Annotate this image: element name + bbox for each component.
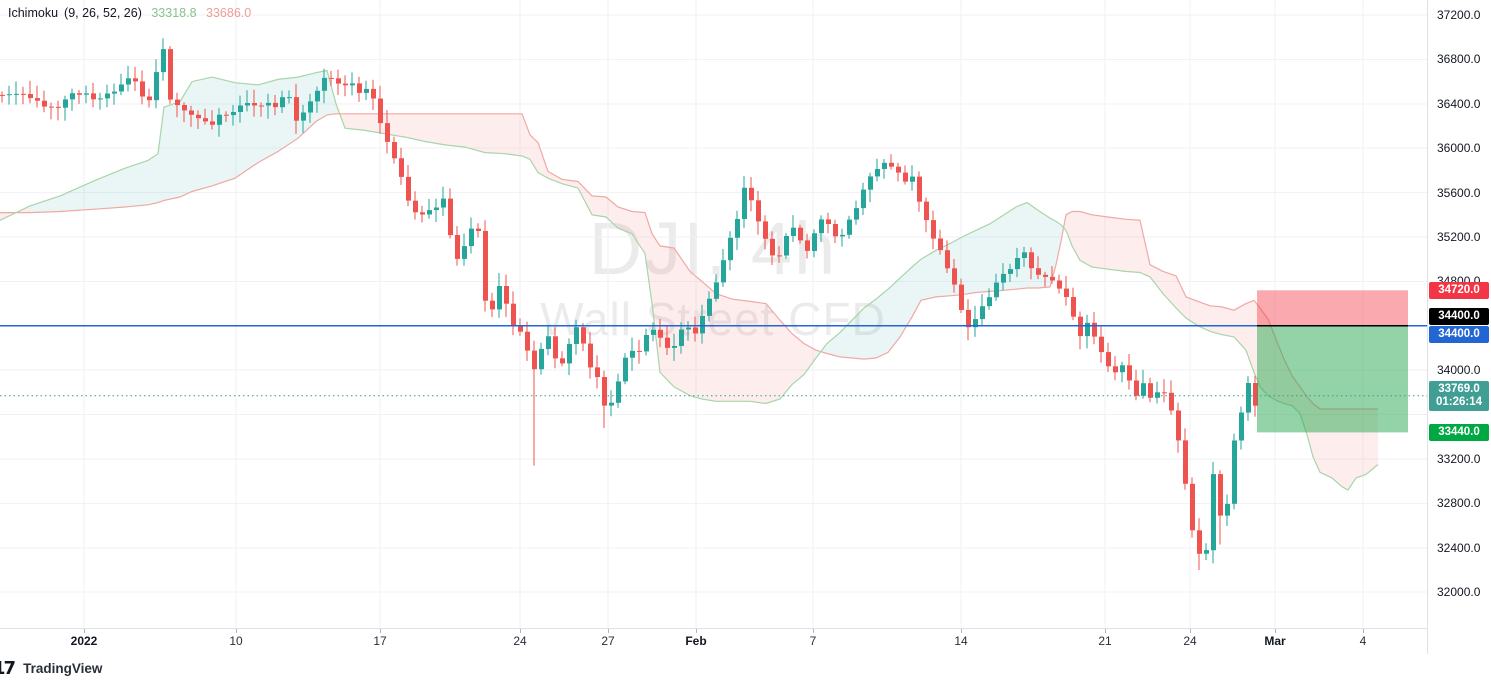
price-label[interactable]: 33769.0 01:26:14 [1429, 380, 1489, 411]
time-axis[interactable]: 2022 10 17 24 27 Feb 7 14 21 24 Mar 4 [0, 628, 1491, 655]
time-tick-mark [1363, 629, 1364, 633]
price-tick-label: 34000.0 [1437, 363, 1481, 378]
time-tick-label: Mar [1264, 634, 1286, 648]
time-tick-label: 2022 [70, 634, 98, 648]
indicator-title: Ichimoku [8, 6, 59, 20]
price-tick-label: 36800.0 [1437, 52, 1481, 67]
time-tick-label: 14 [954, 634, 968, 648]
time-tick-label: Feb [685, 634, 707, 648]
tradingview-logo[interactable]: 17 TradingView [0, 656, 102, 680]
indicator-params: (9, 26, 52, 26) [64, 6, 142, 20]
lead-b-value: 33686.0 [206, 6, 252, 20]
time-tick-mark [236, 629, 237, 633]
time-tick-label: 17 [373, 634, 387, 648]
time-tick-label: 7 [809, 634, 817, 648]
tradingview-logo-text: TradingView [23, 660, 103, 676]
time-tick-mark [84, 629, 85, 633]
time-tick-label: 27 [601, 634, 615, 648]
price-label[interactable]: 34720.0 [1429, 281, 1489, 299]
indicator-legend[interactable]: Ichimoku (9, 26, 52, 26) 33318.8 33686.0 [8, 6, 257, 20]
risk-zone-box [1257, 290, 1408, 326]
price-tick-label: 36000.0 [1437, 141, 1481, 156]
price-tick-label: 32800.0 [1437, 496, 1481, 511]
time-tick-label: 10 [229, 634, 243, 648]
reward-zone-box [1257, 325, 1408, 433]
price-tick-label: 33200.0 [1437, 451, 1481, 466]
time-tick-mark [961, 629, 962, 633]
price-tick-label: 35600.0 [1437, 185, 1481, 200]
price-label[interactable]: 34400.0 [1429, 326, 1489, 344]
price-axis[interactable]: 37200.0 36800.0 36400.0 36000.0 35600.0 35200… [1427, 0, 1491, 654]
time-tick-mark [1190, 629, 1191, 633]
time-tick-mark [696, 629, 697, 633]
chart-pane[interactable]: DJI, 4h Wall Street CFD Ichimoku(9, 26, … [0, 0, 1427, 628]
price-chart-canvas[interactable] [0, 0, 1427, 628]
time-tick-label: 21 [1098, 634, 1112, 648]
time-tick-mark [1105, 629, 1106, 633]
price-tick-label: 35200.0 [1437, 229, 1481, 244]
tradingview-logo-icon: 17 [0, 657, 16, 679]
price-tick-label: 37200.0 [1437, 7, 1481, 22]
time-tick-label: 4 [1359, 634, 1367, 648]
countdown-timer: 01:26:14 [1435, 395, 1483, 408]
price-tick-label: 32400.0 [1437, 540, 1481, 555]
price-tick-label: 36400.0 [1437, 96, 1481, 111]
price-tick-label: 32000.0 [1437, 585, 1481, 600]
time-tick-label: 24 [513, 634, 527, 648]
time-tick-mark [608, 629, 609, 633]
time-tick-mark [813, 629, 814, 633]
time-tick-mark [380, 629, 381, 633]
price-label[interactable]: 34400.0 [1429, 308, 1489, 326]
time-tick-label: 24 [1183, 634, 1197, 648]
time-tick-mark [1275, 629, 1276, 633]
price-label[interactable]: 33440.0 [1429, 423, 1489, 441]
lead-a-value: 33318.8 [151, 6, 197, 20]
time-tick-mark [520, 629, 521, 633]
